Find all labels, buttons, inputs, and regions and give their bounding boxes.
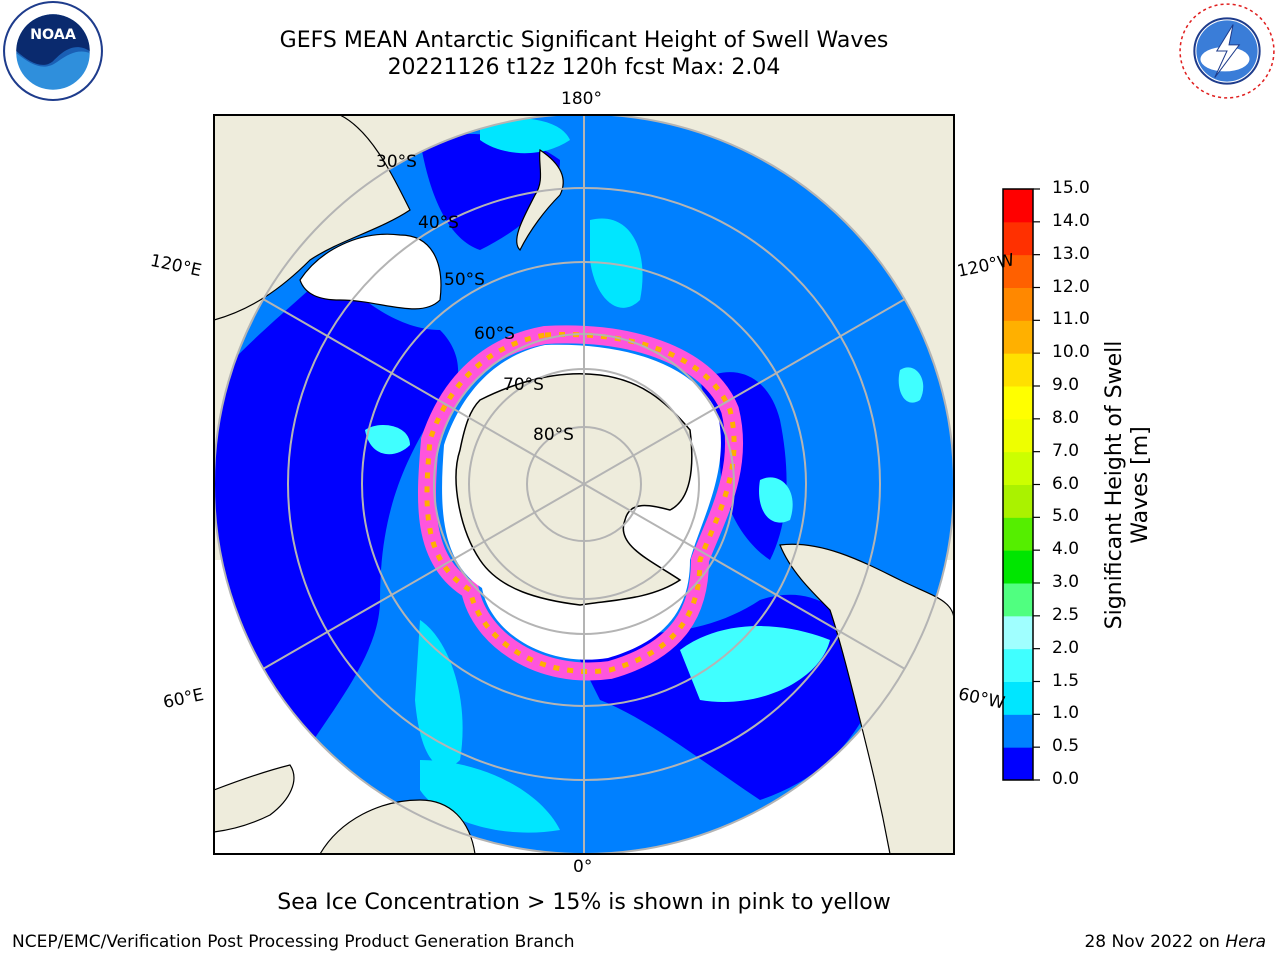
noaa-logo: NOAA (3, 1, 103, 101)
colorbar-tick-label: 4.0 (1052, 539, 1080, 560)
lon-label-180: 180° (561, 89, 602, 109)
lon-label-0: 0° (573, 857, 593, 877)
footer-host: Hera (1225, 932, 1266, 952)
svg-text:NOAA: NOAA (30, 27, 76, 43)
colorbar-segment (1003, 648, 1033, 682)
colorbar-frame (1002, 188, 1034, 781)
colorbar-tick-label: 11.0 (1052, 309, 1090, 330)
colorbar-segment (1003, 451, 1033, 485)
colorbar-tick-label: 2.0 (1052, 637, 1080, 658)
colorbar-segment (1003, 681, 1033, 715)
graticule (214, 115, 954, 854)
colorbar-segment (1003, 320, 1033, 354)
colorbar-tick-label: 10.0 (1052, 342, 1090, 363)
colorbar (1003, 188, 1040, 781)
colorbar-segment (1003, 287, 1033, 321)
swell-mid-region-5 (365, 425, 410, 455)
colorbar-tick-label: 15.0 (1052, 178, 1090, 198)
colorbar-segment (1003, 254, 1033, 288)
colorbar-tick-label: 6.0 (1052, 473, 1080, 494)
africa (319, 799, 476, 854)
colorbar-tick-label: 12.0 (1052, 276, 1090, 297)
colorbar-tick-label: 1.0 (1052, 703, 1080, 724)
chart-subtitle: 20221126 t12z 120h fcst Max: 2.04 (387, 55, 781, 80)
madagascar (214, 764, 295, 833)
swell-mid-region-7 (898, 367, 924, 403)
swell-mid-region-6 (759, 477, 793, 523)
colorbar-segment (1003, 221, 1033, 256)
chart-title: GEFS MEAN Antarctic Significant Height o… (279, 28, 889, 53)
nws-logo (1178, 2, 1276, 100)
lat-label-60s: 60°S (474, 324, 515, 344)
colorbar-segment (1003, 714, 1033, 748)
colorbar-segment (1003, 550, 1033, 584)
footer-credit: NCEP/EMC/Verification Post Processing Pr… (12, 932, 575, 952)
lat-label-50s: 50°S (444, 270, 485, 290)
colorbar-tick-label: 0.0 (1052, 769, 1080, 789)
lat-label-80s: 80°S (533, 425, 574, 445)
lat-label-40s: 40°S (418, 213, 459, 233)
colorbar-tick-label: 0.5 (1052, 736, 1080, 757)
colorbar-label: Significant Height of Swell Waves [m] (1102, 340, 1153, 630)
colorbar-tick-label: 8.0 (1052, 407, 1080, 428)
australia (299, 233, 442, 310)
colorbar-segment (1003, 583, 1033, 617)
footer-date-text: 28 Nov 2022 on (1084, 932, 1226, 952)
colorbar-tick-label: 14.0 (1052, 210, 1090, 231)
colorbar-segment (1003, 418, 1033, 453)
south-america (779, 543, 954, 854)
lat-label-70s: 70°S (503, 375, 544, 395)
colorbar-tick-label: 3.0 (1052, 572, 1080, 592)
colorbar-tick-label: 7.0 (1052, 440, 1080, 461)
colorbar-tick-label: 1.5 (1052, 670, 1080, 691)
swell-mid-region-3 (680, 626, 830, 702)
colorbar-segment (1003, 517, 1033, 551)
swell-mid-region-4 (480, 117, 570, 154)
australia-land (214, 115, 411, 321)
colorbar-segment (1003, 386, 1033, 420)
swell-low-region (214, 270, 459, 760)
swell-mid-region-1 (415, 620, 463, 768)
map-frame (213, 114, 955, 855)
colorbar-segment (1003, 747, 1033, 781)
colorbar-tick-label: 2.5 (1052, 604, 1080, 625)
footer-date: 28 Nov 2022 on Hera (1084, 932, 1266, 952)
colorbar-segment (1003, 484, 1033, 518)
sea-ice-note: Sea Ice Concentration > 15% is shown in … (277, 890, 891, 915)
colorbar-segment (1003, 615, 1033, 650)
colorbar-tick-label: 9.0 (1052, 375, 1080, 395)
lat-label-30s: 30°S (376, 152, 417, 172)
new-zealand (516, 148, 564, 252)
colorbar-tick-label: 5.0 (1052, 506, 1080, 527)
colorbar-segment (1003, 189, 1033, 223)
colorbar-segment (1003, 353, 1033, 387)
colorbar-tick-label: 13.0 (1052, 243, 1090, 264)
swell-mid-region-2 (590, 218, 643, 308)
